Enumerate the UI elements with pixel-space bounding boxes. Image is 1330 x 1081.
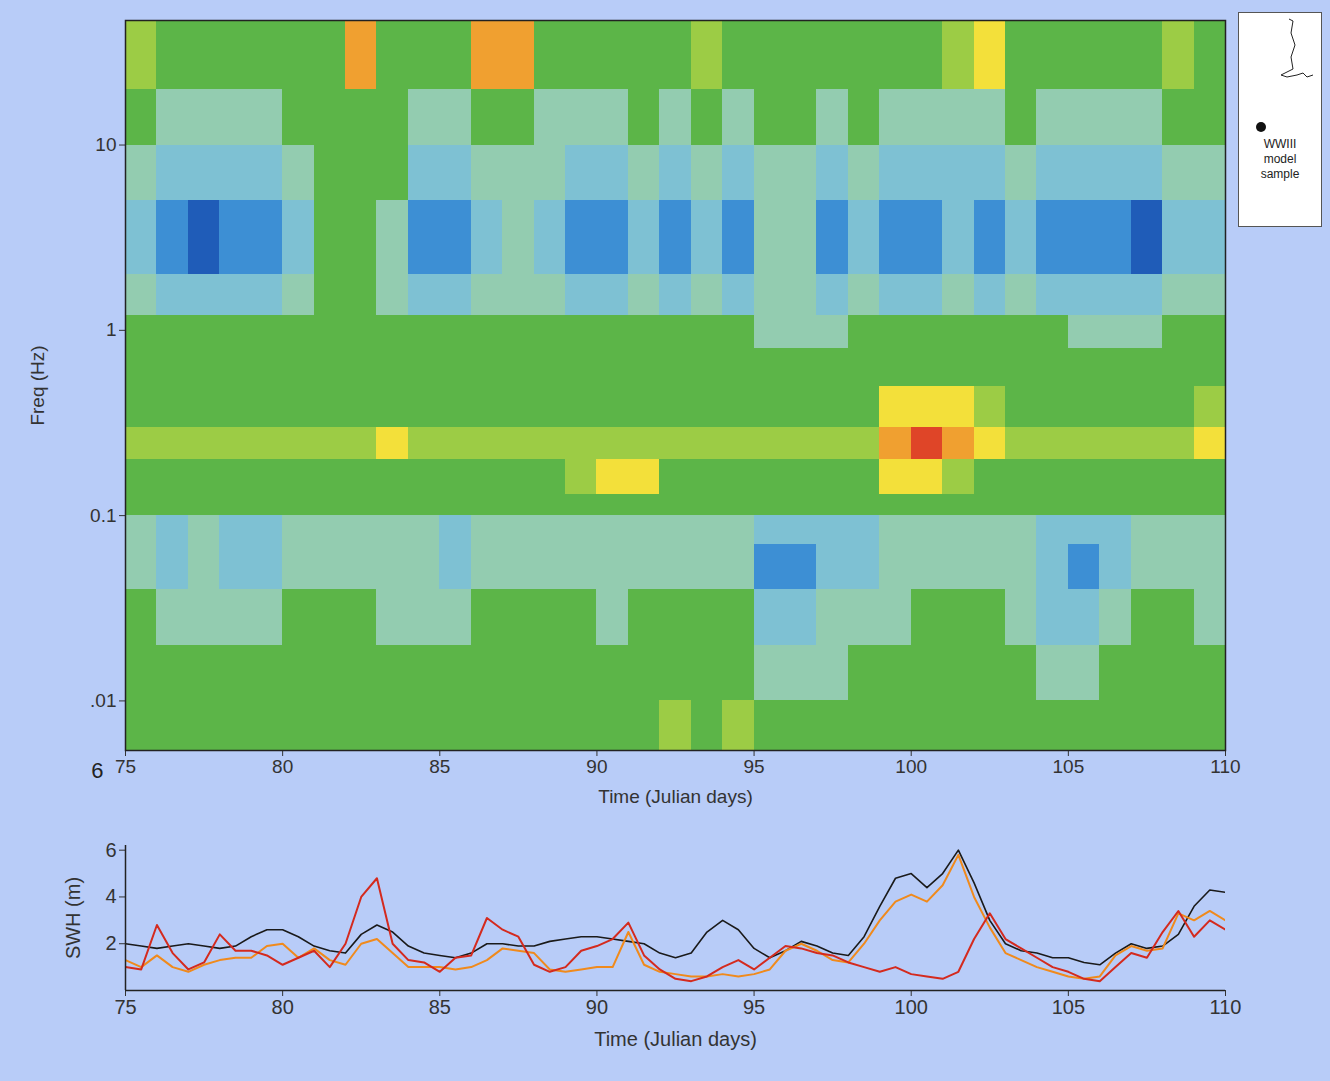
svg-text:4: 4 xyxy=(105,885,116,907)
html-text:sample: sample xyxy=(1260,167,1300,181)
svg-text:100: 100 xyxy=(895,756,927,777)
svg-text:80: 80 xyxy=(272,996,294,1018)
svg-text:6: 6 xyxy=(91,758,103,783)
svg-text:100: 100 xyxy=(895,996,928,1018)
svg-text:90: 90 xyxy=(586,756,607,777)
svg-text:10: 10 xyxy=(95,134,116,155)
svg-text:110: 110 xyxy=(1210,996,1242,1018)
svg-text:2: 2 xyxy=(105,932,116,954)
html-text:model: model xyxy=(1263,152,1297,166)
html-text:WWIII: WWIII xyxy=(1263,137,1297,151)
svg-text:95: 95 xyxy=(743,996,765,1018)
svg-text:110: 110 xyxy=(1210,756,1240,777)
svg-text:105: 105 xyxy=(1053,756,1085,777)
svg-text:105: 105 xyxy=(1052,996,1085,1018)
svg-text:Freq (Hz): Freq (Hz) xyxy=(27,345,48,425)
svg-text:0.1: 0.1 xyxy=(90,505,116,526)
svg-text:Time (Julian days): Time (Julian days) xyxy=(598,786,753,807)
svg-text:75: 75 xyxy=(115,756,136,777)
svg-text:95: 95 xyxy=(744,756,765,777)
svg-text:85: 85 xyxy=(429,996,451,1018)
svg-text:1: 1 xyxy=(106,319,117,340)
svg-text:6: 6 xyxy=(105,839,116,861)
svg-text:75: 75 xyxy=(114,996,136,1018)
svg-text:90: 90 xyxy=(586,996,608,1018)
svg-text:80: 80 xyxy=(272,756,293,777)
svg-text:SWH (m): SWH (m) xyxy=(62,877,84,959)
svg-text:Time (Julian days): Time (Julian days) xyxy=(594,1028,757,1050)
svg-text:.01: .01 xyxy=(90,690,116,711)
svg-text:85: 85 xyxy=(429,756,450,777)
